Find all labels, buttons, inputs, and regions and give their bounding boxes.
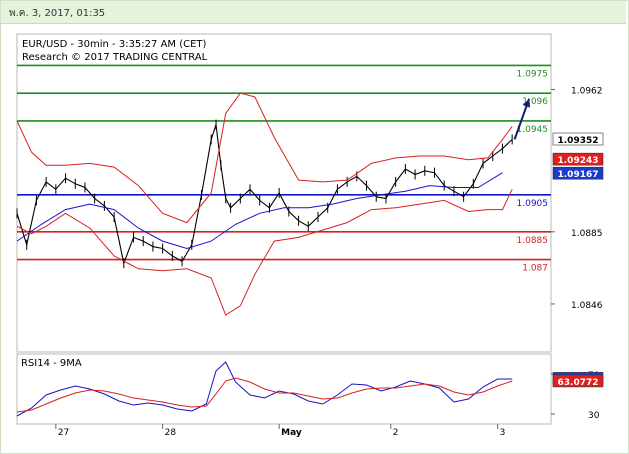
date-bar: พ.ค. 3, 2017, 01:35 [1, 1, 626, 24]
series-bb_lower [16, 189, 513, 316]
x-axis: 27 28 May 2 3 [55, 424, 506, 438]
rsi-chart-title: RSI14 - 9MA [21, 358, 82, 369]
price-badge-label: 1.09352 [558, 136, 599, 146]
x-tick-label: 2 [393, 428, 399, 438]
price-chart-title: EUR/USD - 30min - 3:35:27 AM (CET) [22, 39, 207, 50]
rsi-tick-label: 30 [588, 411, 600, 421]
x-tick-label: 28 [165, 428, 177, 438]
series-rsi_ma [16, 377, 513, 413]
y-tick-label: 1.0846 [571, 301, 603, 311]
level-label-0: 1.0975 [517, 69, 549, 79]
y-tick-label: 1.0962 [571, 86, 603, 96]
price-plot-area [16, 33, 552, 353]
level-label-5: 1.087 [522, 264, 548, 274]
x-tick-label: 3 [500, 428, 506, 438]
price-chart-subtitle: Research © 2017 TRADING CENTRAL [22, 52, 208, 63]
x-tick-label: May [281, 428, 302, 438]
price-badge [552, 132, 604, 146]
price-badge [552, 152, 604, 166]
y-tick-label: 1.0885 [571, 229, 603, 239]
rsi-badge-label: 63.0772 [558, 378, 599, 388]
rsi-badge [552, 374, 604, 388]
series-close [16, 124, 513, 266]
x-tick-label: 27 [58, 428, 69, 438]
date-label: พ.ค. 3, 2017, 01:35 [9, 8, 106, 19]
rsi-panel: RSI14 - 9MA 7030 65.605363.0772 [16, 353, 604, 425]
price-badge-label: 1.09167 [558, 170, 599, 180]
price-badge-label: 1.09243 [558, 156, 599, 166]
forecast-arrow-head [522, 98, 531, 108]
rsi-plot-area [16, 353, 552, 425]
series-ma [16, 172, 503, 250]
level-label-2: 1.0945 [517, 125, 549, 135]
series-bb_upper [16, 92, 513, 224]
price-badge [552, 166, 604, 180]
level-label-1: 1.096 [522, 97, 548, 107]
level-label-4: 1.0885 [517, 236, 549, 246]
price-panel: 1.0975 1.096 1.0945 1.0905 1.0885 1.087 EUR/U… [16, 33, 604, 353]
level-label-3: 1.0905 [517, 199, 549, 209]
